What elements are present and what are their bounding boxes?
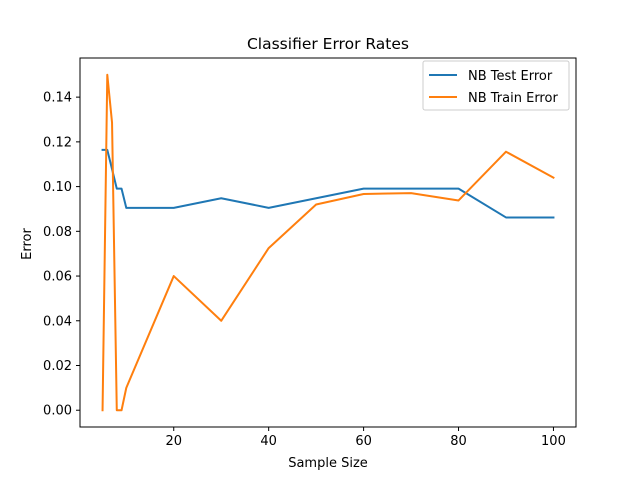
y-tick-label: 0.00: [43, 404, 72, 419]
x-tick-label: 80: [450, 434, 467, 449]
y-tick-label: 0.04: [43, 314, 72, 329]
y-tick-label: 0.14: [43, 91, 72, 106]
plot-area: 20 40 60 80 100 0.00 0.02 0.04 0.06 0.08 0.10 0.12 0…: [43, 57, 577, 449]
y-tick-label: 0.06: [43, 270, 72, 285]
y-axis-label: Error: [20, 228, 35, 260]
y-tick-label: 0.10: [43, 180, 72, 195]
chart-title: Classifier Error Rates: [247, 35, 409, 53]
y-tick-label: 0.02: [43, 359, 72, 374]
legend-box: [422, 60, 570, 111]
y-tick-label: 0.08: [43, 225, 72, 240]
x-tick-label: 40: [260, 434, 277, 449]
legend-label-train: NB Train Error: [468, 91, 558, 106]
x-axis-label: Sample Size: [288, 456, 368, 471]
y-tick-label: 0.12: [43, 135, 72, 150]
legend-label-test: NB Test Error: [468, 69, 553, 84]
axes-frame: [79, 57, 577, 428]
x-tick-label: 60: [355, 434, 372, 449]
series-line-train: [101, 73, 555, 412]
legend: NB Test Error NB Train Error: [422, 60, 570, 111]
x-tick-label: 20: [165, 434, 182, 449]
x-tick-label: 100: [541, 434, 566, 449]
